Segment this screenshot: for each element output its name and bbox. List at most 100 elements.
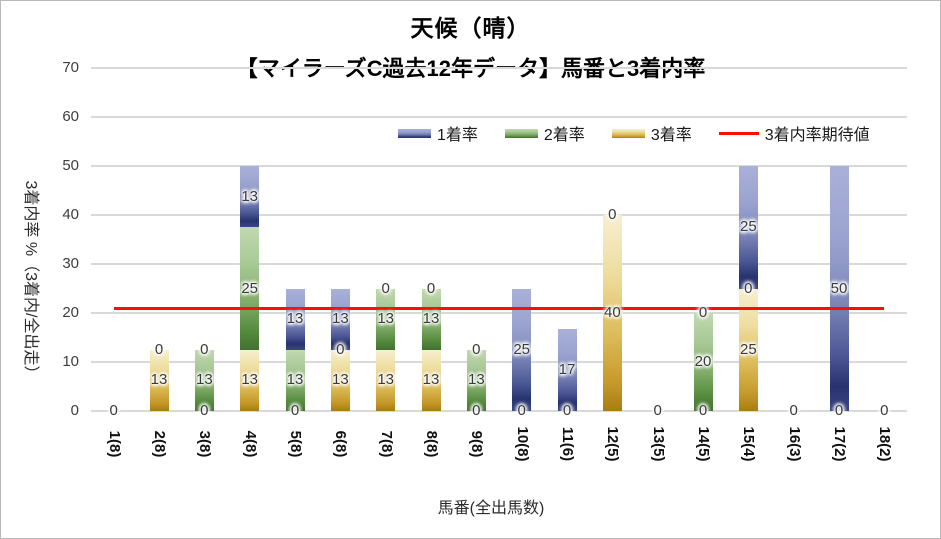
gridline-30 <box>91 263 907 265</box>
legend-label-rate1: 1着率 <box>437 127 478 144</box>
data-label: 0 <box>200 402 209 419</box>
bar-segment-rate2 <box>194 349 214 411</box>
data-label: 0 <box>562 402 572 419</box>
data-label: 0 <box>517 402 526 419</box>
rate3-marker-icon <box>611 128 645 138</box>
gridline-20 <box>91 312 907 314</box>
x-category-label: 6(8) <box>332 430 350 458</box>
bar-segment-rate2 <box>421 288 441 350</box>
data-label: 0 <box>336 340 345 358</box>
data-label: 13 <box>377 371 394 389</box>
x-category-label: 2(8) <box>151 430 168 458</box>
bar-segment-rate3 <box>240 349 260 411</box>
data-label: 0 <box>653 402 662 419</box>
legend-item-expected: 3着内率期待値 <box>718 121 870 145</box>
data-label: 40 <box>603 304 621 321</box>
data-label: 0 <box>789 402 798 419</box>
bar-segment-rate3 <box>421 349 441 411</box>
legend-item-rate1: 1着率 <box>398 121 478 145</box>
legend-label-rate3: 3着率 <box>650 127 692 144</box>
data-label: 13 <box>331 371 349 389</box>
y-tick-label-20: 20 <box>62 304 79 321</box>
bar-segment-rate3 <box>330 349 350 411</box>
x-category-label: 4(8) <box>241 430 259 458</box>
y-axis-title: 3着内率 %（3着内/全出走） <box>22 180 39 382</box>
data-label: 0 <box>154 340 164 358</box>
data-label: 25 <box>739 218 757 236</box>
data-label: 13 <box>286 310 304 328</box>
rate1-marker-icon <box>398 128 431 138</box>
data-label: 0 <box>880 402 889 419</box>
gridline-10 <box>91 361 907 363</box>
legend: 1着率 2着率 3着率 3着内率期待値 <box>398 121 870 145</box>
gridline-40 <box>91 214 907 216</box>
bar-segment-rate2 <box>466 349 486 411</box>
bar-segment-rate1 <box>285 288 305 350</box>
x-category-label: 9(8) <box>468 430 486 458</box>
data-label: 0 <box>200 340 209 358</box>
data-label: 0 <box>472 402 481 419</box>
bar-segment-rate2 <box>376 288 396 350</box>
x-category-label: 13(5) <box>649 426 667 462</box>
data-label: 0 <box>698 304 708 321</box>
data-label: 13 <box>467 371 485 389</box>
x-category-label: 12(5) <box>604 426 622 462</box>
y-tick-label-40: 40 <box>62 206 79 223</box>
data-label: 13 <box>422 371 440 389</box>
data-label: 13 <box>241 187 258 205</box>
legend-label-expected: 3着内率期待値 <box>764 127 870 144</box>
data-label: 17 <box>558 361 576 379</box>
data-label: 50 <box>830 279 848 297</box>
x-category-label: 14(5) <box>695 426 712 462</box>
x-category-label: 17(2) <box>831 426 848 462</box>
data-label: 25 <box>739 340 757 358</box>
y-tick-label-60: 60 <box>62 108 79 125</box>
x-category-label: 16(3) <box>785 426 803 462</box>
data-label: 13 <box>422 310 440 328</box>
bar-segment-rate3 <box>738 288 758 411</box>
gridline-60 <box>91 116 907 118</box>
expected-value-line <box>113 307 885 311</box>
data-label: 25 <box>513 340 530 358</box>
data-label: 0 <box>109 402 118 419</box>
x-axis-title: 馬番(全出馬数) <box>437 500 545 517</box>
x-category-label: 3(8) <box>196 430 214 458</box>
x-category-label: 18(2) <box>876 426 894 462</box>
legend-item-rate3: 3着率 <box>611 121 692 145</box>
bar-segment-rate3 <box>149 349 169 411</box>
legend-label-rate2: 2着率 <box>543 127 585 144</box>
bar-segment-rate2 <box>240 227 260 350</box>
y-tick-label-50: 50 <box>62 157 79 174</box>
y-tick-label-10: 10 <box>62 353 79 370</box>
bar-segment-rate1 <box>738 166 758 289</box>
data-label: 0 <box>290 402 300 419</box>
data-label: 25 <box>241 279 258 297</box>
y-tick-label-30: 30 <box>62 255 79 272</box>
y-tick-label-0: 0 <box>70 402 79 419</box>
data-label: 0 <box>834 402 844 419</box>
data-label: 13 <box>150 371 168 389</box>
bar-segment-rate1 <box>512 288 532 411</box>
y-tick-label-70: 70 <box>62 59 79 76</box>
plot-area: 1(8) 2(8) 3(8) 4(8) 5(8) 6(8) 7(8) 8(8) 9(8) 10(8… <box>91 67 907 462</box>
bar-segment-rate3 <box>376 349 396 411</box>
bar-segment-rate1 <box>330 288 350 350</box>
x-category-label: 15(4) <box>740 426 758 462</box>
data-label: 0 <box>381 279 390 297</box>
data-label: 13 <box>377 310 394 328</box>
data-label: 13 <box>286 371 304 389</box>
bar-segment-rate2 <box>285 349 305 411</box>
data-label: 13 <box>331 310 349 328</box>
chart-title: 天候（晴） <box>410 15 531 41</box>
data-label: 0 <box>698 402 708 419</box>
bar-segment-rate1 <box>240 166 260 228</box>
data-label: 0 <box>472 340 481 358</box>
data-label: 13 <box>195 371 213 389</box>
x-category-label: 11(6) <box>559 426 576 462</box>
rate2-marker-icon <box>504 128 538 138</box>
x-category-label: 5(8) <box>287 430 304 458</box>
bar-segment-rate1 <box>557 329 577 411</box>
x-category-label: 1(8) <box>105 430 123 458</box>
x-category-label: 8(8) <box>423 430 440 458</box>
